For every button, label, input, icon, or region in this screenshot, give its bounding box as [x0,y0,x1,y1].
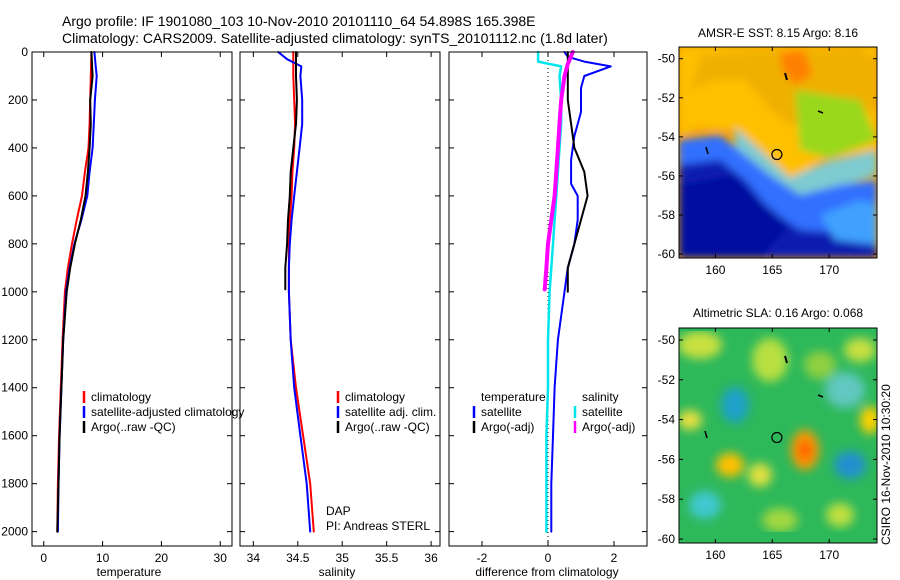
legend-label-climatology: climatology [91,390,151,404]
map-y-tick-label: -52 [658,373,676,387]
map-x-tick-label: 170 [819,263,839,277]
sst-map-frame [678,46,878,259]
y-tick-label: 600 [8,189,28,203]
credit-line1: DAP [326,504,351,518]
map-y-tick-label: -60 [658,247,676,261]
legend-label-satellite: satellite-adjusted climatology [91,405,244,419]
series-line-salinity-argo-adj [542,50,575,292]
map-y-tick-label: -50 [658,333,676,347]
map-y-tick-label: -56 [658,452,676,466]
y-tick-label: 0 [21,45,28,59]
map-x-tick-label: 160 [705,263,725,277]
map-x-tick-label: 165 [762,548,782,562]
map-y-tick-label: -58 [658,492,676,506]
map-y-tick-label: -54 [658,413,676,427]
series-line-satellite-adj-clim [277,51,312,533]
salinity-panel: 34 34.5 35 35.5 36 salinity climatology sate… [239,51,441,579]
argo-track-mark [817,394,824,398]
x-tick-label: 34.5 [286,551,310,565]
temperature-panel: 0 10 20 30 0 200 400 600 800 1000 1200 1400 1600 1800… [1,45,244,579]
map-y-tick-label: -50 [658,52,676,66]
map-y-tick-label: -60 [658,532,676,546]
difference-legend: temperature satellite Argo(-adj) salinit… [472,390,635,434]
argo-track-mark [704,430,708,439]
y-tick-label: 1200 [1,333,28,347]
map-y-tick-label: -52 [658,91,676,105]
x-tick-label: 36 [424,551,438,565]
sst-field [679,47,877,258]
y-tick-label: 2000 [1,525,28,539]
argo-track-mark [784,355,788,364]
series-line-temperature-satellite [550,51,612,533]
sla-map-title: Altimetric SLA: 0.16 Argo: 0.068 [693,306,863,320]
y-tick-label: 1800 [1,477,28,491]
y-tick-label: 1400 [1,381,28,395]
argo-track-mark [817,110,824,114]
legend-heading-temperature: temperature [481,390,546,404]
legend-label-argo: Argo(..raw -QC) [91,420,176,434]
y-tick-label: 200 [8,93,28,107]
y-tick-label: 400 [8,141,28,155]
x-tick-label: -2 [477,551,488,565]
salinity-legend: climatology satellite adj. clim. Argo(..… [336,390,436,434]
argo-position-marker [771,431,783,444]
legend-label-satellite: satellite adj. clim. [345,405,436,419]
map-y-tick-label: -54 [658,130,676,144]
series-line-salinity-satellite [536,50,563,533]
sla-argo-tracks [704,355,824,439]
credit-line2: PI: Andreas STERL [326,519,430,533]
x-tick-label: 35 [336,551,350,565]
legend-label-climatology: climatology [345,390,405,404]
x-tick-label: 34 [247,551,261,565]
legend-label-temp-argo: Argo(-adj) [481,420,534,434]
map-y-tick-label: -56 [658,169,676,183]
sst-map-panel: AMSR-E SST: 8.15 Argo: 8.16 160 165 170 -50… [658,26,878,277]
x-tick-label: 35.5 [375,551,399,565]
x-tick-label: 2 [611,551,618,565]
map-x-tick-label: 165 [762,263,782,277]
legend-label-temp-satellite: satellite [481,405,522,419]
sla-map-panel: Altimetric SLA: 0.16 Argo: 0.068 [658,306,878,562]
argo-track-mark [784,72,788,81]
argo-track-mark [705,146,709,155]
figure-title-line2: Climatology: CARS2009. Satellite-adjuste… [62,30,608,46]
y-tick-label: 1000 [1,285,28,299]
legend-heading-salinity: salinity [582,390,619,404]
series-line-argo-raw-qc [284,51,298,291]
sst-map-title: AMSR-E SST: 8.15 Argo: 8.16 [698,26,858,40]
sla-field [679,328,877,543]
sst-argo-tracks [705,72,824,155]
temperature-axes-frame [31,51,233,547]
salinity-axes-frame [239,51,441,547]
difference-panel: -2 0 2 difference from climatology tempera… [448,50,648,579]
series-line-argo-raw-qc [56,51,94,533]
y-tick-label: 1600 [1,429,28,443]
x-tick-label: 10 [96,551,110,565]
series-line-climatology [56,51,93,533]
series-line-climatology [287,51,315,533]
x-tick-label: 0 [545,551,552,565]
map-y-tick-label: -58 [658,208,676,222]
difference-axes-frame [448,51,648,547]
y-tick-label: 800 [8,237,28,251]
x-tick-label: 20 [155,551,169,565]
x-tick-label: 0 [40,551,47,565]
temperature-legend: climatology satellite-adjusted climatolo… [82,390,244,434]
x-tick-label: 30 [214,551,228,565]
legend-label-sal-argo: Argo(-adj) [582,420,635,434]
map-x-tick-label: 170 [819,548,839,562]
temperature-axis-label: temperature [97,565,162,579]
legend-label-sal-satellite: satellite [582,405,623,419]
figure-title-line1: Argo profile: IF 1901080_103 10-Nov-2010… [62,13,536,29]
argo-position-marker [771,148,783,161]
salinity-axis-label: salinity [319,565,356,579]
sla-map-frame [678,327,878,544]
legend-label-argo: Argo(..raw -QC) [345,420,430,434]
series-line-temperature-argo-adj [566,51,589,293]
difference-axis-label: difference from climatology [475,565,618,579]
map-x-tick-label: 160 [705,548,725,562]
